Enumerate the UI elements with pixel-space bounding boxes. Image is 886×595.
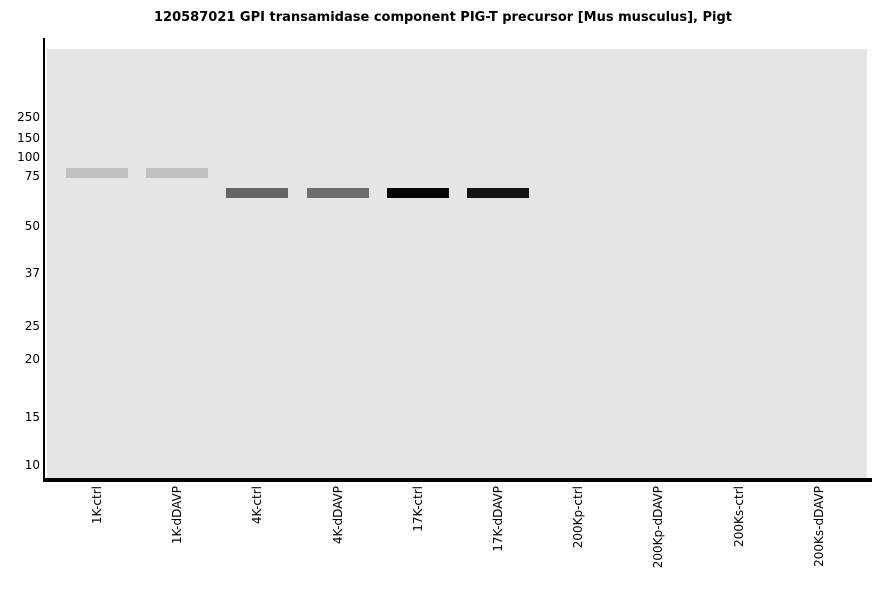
lane-label: 200Ks-ctrl: [732, 486, 746, 547]
mw-marker-label: 150: [17, 131, 40, 145]
lane-label: 200Ks-dDAVP: [812, 486, 826, 567]
band: [146, 168, 208, 178]
mw-marker-label: 25: [24, 319, 40, 333]
lane-label: 17K-ctrl: [411, 486, 425, 532]
mw-marker-label: 20: [24, 352, 40, 366]
mw-marker-label: 250: [17, 110, 40, 124]
chart-title: 120587021 GPI transamidase component PIG…: [154, 10, 732, 25]
x-axis-line: [43, 478, 872, 482]
gel-plot-area: [47, 49, 867, 478]
mw-marker-label: 50: [24, 219, 40, 233]
band: [307, 188, 369, 198]
lane-label: 4K-ctrl: [250, 486, 264, 525]
mw-marker-label: 15: [24, 410, 40, 424]
lane-label: 200Kp-dDAVP: [651, 486, 665, 569]
lane-label: 1K-ctrl: [90, 486, 104, 525]
lane-label: 17K-dDAVP: [491, 486, 505, 552]
lane-label: 4K-dDAVP: [331, 486, 345, 545]
band: [387, 188, 449, 198]
mw-marker-label: 10: [24, 458, 40, 472]
band: [467, 188, 529, 198]
mw-marker-label: 100: [17, 150, 40, 164]
lane-label: 1K-dDAVP: [170, 486, 184, 545]
band: [226, 188, 288, 198]
lane-label: 200Kp-ctrl: [571, 486, 585, 549]
mw-marker-label: 75: [24, 169, 40, 183]
mw-marker-label: 37: [24, 266, 40, 280]
band: [66, 168, 128, 178]
y-axis-line: [43, 38, 45, 482]
